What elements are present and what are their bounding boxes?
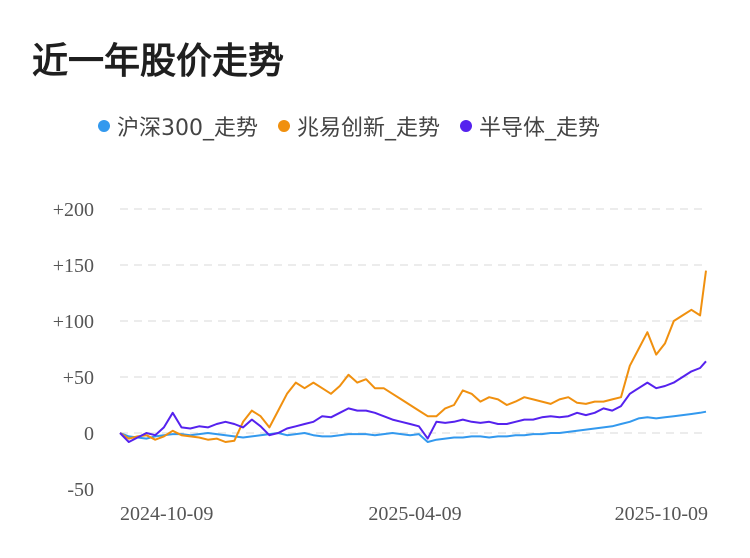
legend-label-gigadevice: 兆易创新_走势 — [297, 116, 441, 141]
y-tick-label: +150 — [53, 255, 94, 277]
legend-item-hs300[interactable]: 沪深300_走势 — [98, 110, 258, 142]
y-tick-label: +50 — [63, 367, 94, 389]
y-tick-label: 0 — [84, 423, 94, 445]
x-tick-label: 2025-04-09 — [368, 503, 461, 525]
legend-dot-gigadevice — [278, 120, 290, 132]
legend-item-gigadevice[interactable]: 兆易创新_走势 — [278, 110, 440, 142]
series-line-2 — [119, 360, 707, 443]
chart-title: 近一年股价走势 — [32, 41, 285, 82]
chart-legend: 沪深300_走势 兆易创新_走势 半导体_走势 — [98, 110, 620, 142]
series-line-0 — [119, 410, 707, 443]
y-tick-label: +100 — [53, 311, 94, 333]
x-tick-label: 2024-10-09 — [120, 503, 213, 525]
legend-label-semiconductor: 半导体_走势 — [479, 116, 601, 141]
legend-dot-hs300 — [98, 120, 110, 132]
y-tick-label: -50 — [67, 479, 94, 501]
legend-dot-semiconductor — [460, 120, 473, 132]
legend-item-semiconductor[interactable]: 半导体_走势 — [460, 110, 600, 142]
x-tick-label: 2025-10-09 — [615, 503, 708, 525]
legend-label-hs300: 沪深300_走势 — [117, 116, 258, 141]
y-tick-label: +200 — [53, 199, 94, 221]
series-line-1 — [119, 270, 707, 443]
